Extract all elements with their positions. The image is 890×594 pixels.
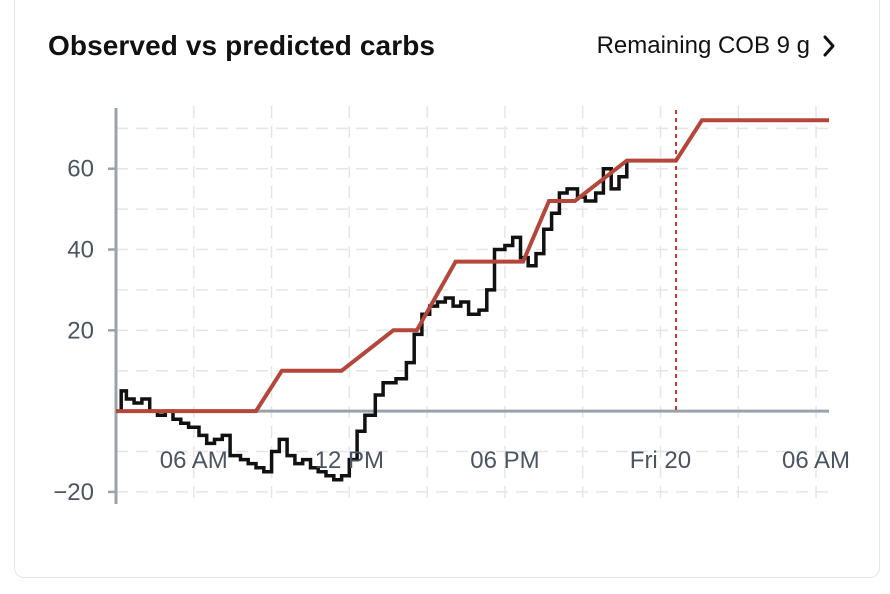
y-tick-label: 40: [67, 237, 94, 264]
observed-carbs-line: [116, 160, 629, 482]
remaining-cob-link[interactable]: Remaining COB 9 g: [597, 32, 836, 60]
y-tick-label: 20: [67, 317, 94, 344]
x-tick-label: Fri 20: [630, 447, 691, 474]
x-tick-label: 06 PM: [470, 447, 539, 474]
y-tick-label: 60: [67, 156, 94, 183]
chart-card: [14, 0, 880, 578]
grid: [116, 106, 829, 500]
x-tick-label: 06 AM: [782, 447, 850, 474]
series: [116, 110, 829, 482]
predicted-carbs-line: [116, 118, 829, 414]
chevron-right-icon: [823, 35, 835, 57]
chart-title: Observed vs predicted carbs: [48, 30, 436, 61]
y-tick-label: −20: [53, 479, 94, 506]
tick-labels: 60 40 20 −20 06 AM 12 PM 06 PM Fri 20 06 AM: [53, 156, 850, 506]
remaining-cob-label: Remaining COB 9 g: [596, 32, 810, 59]
x-tick-label: 12 PM: [315, 447, 384, 474]
x-tick-label: 06 AM: [160, 447, 228, 474]
